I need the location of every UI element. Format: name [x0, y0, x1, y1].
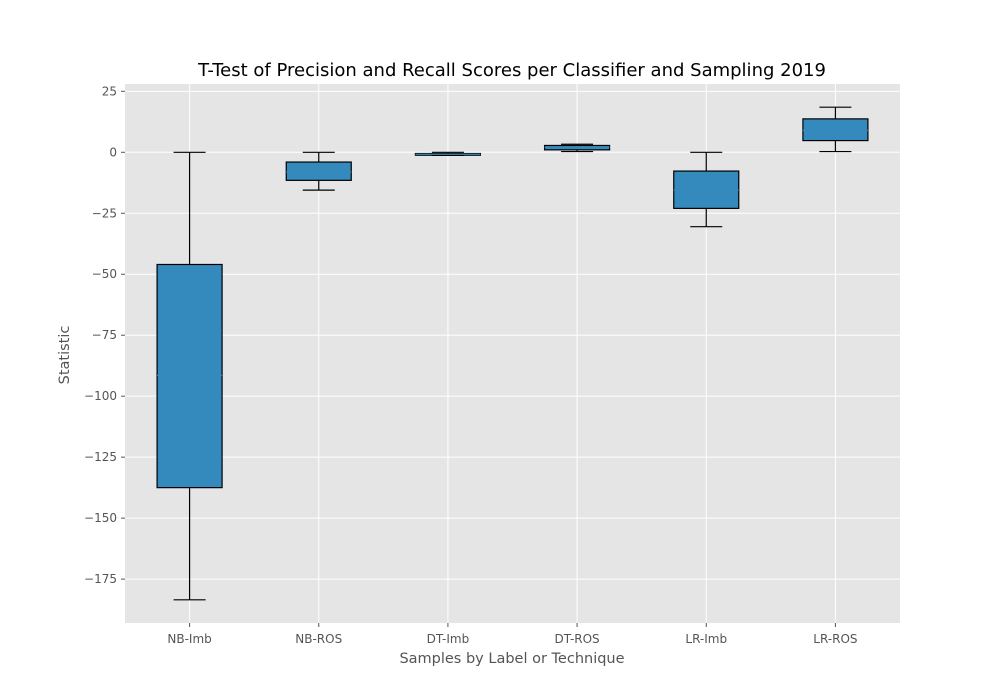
x-axis-label: Samples by Label or Technique — [399, 651, 624, 667]
y-tick-label: −100 — [84, 389, 117, 403]
y-tick-label: 0 — [109, 145, 117, 159]
x-tick-label: LR-Imb — [685, 632, 727, 646]
y-tick-label: −25 — [92, 206, 117, 220]
x-tick-label: NB-Imb — [167, 632, 211, 646]
box-series — [156, 106, 869, 601]
box-dt-imb — [414, 151, 482, 157]
y-tick-label: −150 — [84, 511, 117, 525]
x-axis-ticks: NB-Imb NB-ROS DT-Imb DT-ROS LR-Imb LR-ROS — [167, 623, 858, 646]
y-tick-label: −50 — [92, 267, 117, 281]
x-tick-label: NB-ROS — [295, 632, 342, 646]
plot-background — [125, 84, 900, 623]
box-lr-imb — [673, 151, 740, 228]
box-body — [802, 118, 869, 142]
y-tick-label: −75 — [92, 328, 117, 342]
x-tick-label: DT-ROS — [554, 632, 599, 646]
y-tick-label: −175 — [84, 572, 117, 586]
y-tick-label: −125 — [84, 450, 117, 464]
box-body — [285, 161, 352, 181]
box-nb-imb — [156, 151, 223, 601]
box-nb-ros — [285, 151, 352, 191]
y-axis-label: Statistic — [57, 326, 73, 385]
box-lr-ros — [802, 106, 869, 153]
x-tick-label: DT-Imb — [427, 632, 470, 646]
y-tick-label: 25 — [102, 84, 117, 98]
box-dt-ros — [543, 143, 611, 153]
box-body — [156, 263, 223, 489]
y-axis-ticks: 25 0 −25 −50 −75 −100 −125 −150 −175 — [84, 84, 125, 586]
x-tick-label: LR-ROS — [813, 632, 857, 646]
chart-title: T-Test of Precision and Recall Scores pe… — [197, 60, 826, 81]
